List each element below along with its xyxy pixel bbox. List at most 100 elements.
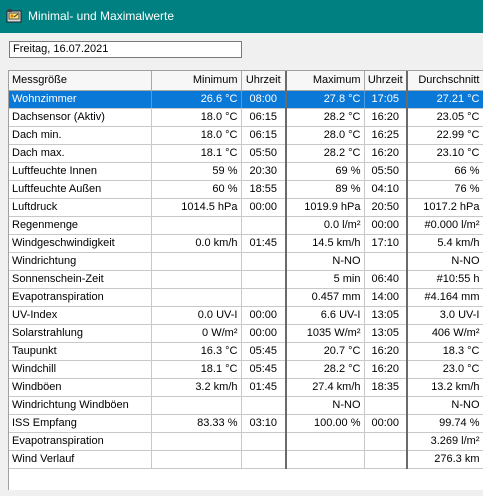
cell-messgroesse: Luftdruck — [9, 198, 152, 217]
cell-minimum: 16.3 °C — [151, 342, 242, 361]
cell-maximum: 0.457 mm — [285, 288, 365, 307]
cell-durchschnitt: 5.4 km/h — [406, 234, 483, 253]
table-row[interactable]: Wohnzimmer 26.6 °C 08:00 27.8 °C 17:05 27.21 … — [9, 90, 483, 109]
column-header-uhrzeit-min[interactable]: Uhrzeit — [241, 71, 287, 91]
cell-durchschnitt: 13.2 km/h — [406, 378, 483, 397]
cell-messgroesse: Evapotranspiration — [9, 432, 152, 451]
cell-durchschnitt: #10:55 h — [406, 270, 483, 289]
cell-messgroesse: Luftfeuchte Innen — [9, 162, 152, 181]
cell-uhrzeit-max — [364, 450, 408, 469]
cell-uhrzeit-max: 13:05 — [364, 306, 408, 325]
cell-uhrzeit-min: 00:00 — [241, 198, 287, 217]
cell-minimum: 18.0 °C — [151, 126, 242, 145]
minmax-data-grid[interactable]: Messgröße Minimum Uhrzeit Maximum Uhrzei… — [8, 70, 483, 490]
column-header-durchschnitt[interactable]: Durchschnitt — [406, 71, 483, 91]
cell-durchschnitt: 22.99 °C — [406, 126, 483, 145]
cell-uhrzeit-max: 16:25 — [364, 126, 408, 145]
table-row[interactable]: Luftfeuchte Innen 59 % 20:30 69 % 05:50 66 % — [9, 162, 483, 181]
cell-durchschnitt: 66 % — [406, 162, 483, 181]
cell-durchschnitt: #4.164 mm — [406, 288, 483, 307]
cell-uhrzeit-min — [241, 450, 287, 469]
cell-uhrzeit-min: 18:55 — [241, 180, 287, 199]
cell-maximum: 5 min — [285, 270, 365, 289]
cell-maximum: 28.0 °C — [285, 126, 365, 145]
cell-messgroesse: Windböen — [9, 378, 152, 397]
table-row[interactable]: Dach max. 18.1 °C 05:50 28.2 °C 16:20 23.10 °… — [9, 144, 483, 163]
cell-maximum: 28.2 °C — [285, 144, 365, 163]
column-header-messgroesse[interactable]: Messgröße — [9, 71, 152, 91]
cell-maximum: 89 % — [285, 180, 365, 199]
cell-minimum — [151, 288, 242, 307]
table-row[interactable]: Dach min. 18.0 °C 06:15 28.0 °C 16:25 22.99 °… — [9, 126, 483, 145]
cell-maximum: 20.7 °C — [285, 342, 365, 361]
table-row[interactable]: Regenmenge 0.0 l/m² 00:00 #0.000 l/m² — [9, 216, 483, 235]
cell-durchschnitt: #0.000 l/m² — [406, 216, 483, 235]
cell-messgroesse: Sonnenschein-Zeit — [9, 270, 152, 289]
column-header-minimum[interactable]: Minimum — [151, 71, 242, 91]
table-row[interactable]: Solarstrahlung 0 W/m² 00:00 1035 W/m² 13:05 4… — [9, 324, 483, 343]
table-row[interactable]: Evapotranspiration 3.269 l/m² — [9, 432, 483, 451]
cell-minimum: 18.1 °C — [151, 360, 242, 379]
cell-maximum — [285, 450, 365, 469]
cell-minimum — [151, 252, 242, 271]
cell-uhrzeit-max: 06:40 — [364, 270, 408, 289]
cell-durchschnitt: 18.3 °C — [406, 342, 483, 361]
cell-minimum — [151, 432, 242, 451]
column-header-uhrzeit-max[interactable]: Uhrzeit — [364, 71, 408, 91]
column-header-maximum[interactable]: Maximum — [285, 71, 365, 91]
table-row[interactable]: Taupunkt 16.3 °C 05:45 20.7 °C 16:20 18.3 °C — [9, 342, 483, 361]
table-row[interactable]: Wind Verlauf 276.3 km — [9, 450, 483, 469]
cell-maximum: 100.00 % — [285, 414, 365, 433]
cell-messgroesse: Dachsensor (Aktiv) — [9, 108, 152, 127]
cell-maximum: 14.5 km/h — [285, 234, 365, 253]
cell-minimum — [151, 396, 242, 415]
table-row[interactable]: UV-Index 0.0 UV-I 00:00 6.6 UV-I 13:05 3.0 UV… — [9, 306, 483, 325]
cell-maximum: 1019.9 hPa — [285, 198, 365, 217]
table-row[interactable]: Windrichtung N-NO N-NO — [9, 252, 483, 271]
cell-messgroesse: Dach min. — [9, 126, 152, 145]
cell-minimum: 26.6 °C — [151, 90, 242, 109]
table-row[interactable]: Evapotranspiration 0.457 mm 14:00 #4.164 mm — [9, 288, 483, 307]
cell-uhrzeit-max: 20:50 — [364, 198, 408, 217]
cell-durchschnitt: 76 % — [406, 180, 483, 199]
cell-durchschnitt: 99.74 % — [406, 414, 483, 433]
table-row[interactable]: Luftfeuchte Außen 60 % 18:55 89 % 04:10 76 % — [9, 180, 483, 199]
table-row[interactable]: Windgeschwindigkeit 0.0 km/h 01:45 14.5 km/… — [9, 234, 483, 253]
date-display-field[interactable]: Freitag, 16.07.2021 — [9, 41, 242, 58]
window-title: Minimal- und Maximalwerte — [28, 9, 175, 23]
cell-durchschnitt: 27.21 °C — [406, 90, 483, 109]
cell-uhrzeit-min: 05:45 — [241, 342, 287, 361]
table-row[interactable]: ISS Empfang 83.33 % 03:10 100.00 % 00:00 99.7… — [9, 414, 483, 433]
table-row[interactable]: Sonnenschein-Zeit 5 min 06:40 #10:55 h — [9, 270, 483, 289]
cell-uhrzeit-min: 05:50 — [241, 144, 287, 163]
cell-messgroesse: Solarstrahlung — [9, 324, 152, 343]
table-row[interactable]: Windböen 3.2 km/h 01:45 27.4 km/h 18:35 13.2 … — [9, 378, 483, 397]
cell-durchschnitt: 3.269 l/m² — [406, 432, 483, 451]
cell-minimum: 59 % — [151, 162, 242, 181]
cell-minimum: 0.0 UV-I — [151, 306, 242, 325]
cell-minimum: 1014.5 hPa — [151, 198, 242, 217]
cell-durchschnitt: 23.10 °C — [406, 144, 483, 163]
cell-minimum: 60 % — [151, 180, 242, 199]
cell-messgroesse: Windgeschwindigkeit — [9, 234, 152, 253]
table-row[interactable]: Windrichtung Windböen N-NO N-NO — [9, 396, 483, 415]
table-row[interactable]: Luftdruck 1014.5 hPa 00:00 1019.9 hPa 20:50 1… — [9, 198, 483, 217]
table-body: Wohnzimmer 26.6 °C 08:00 27.8 °C 17:05 27.21 … — [9, 90, 483, 469]
cell-maximum: 27.8 °C — [285, 90, 365, 109]
cell-maximum: 0.0 l/m² — [285, 216, 365, 235]
cell-uhrzeit-min — [241, 270, 287, 289]
table-row[interactable]: Windchill 18.1 °C 05:45 28.2 °C 16:20 23.0 °C — [9, 360, 483, 379]
cell-uhrzeit-min — [241, 396, 287, 415]
cell-minimum: 18.0 °C — [151, 108, 242, 127]
cell-uhrzeit-min: 05:45 — [241, 360, 287, 379]
cell-maximum: 1035 W/m² — [285, 324, 365, 343]
table-header-row: Messgröße Minimum Uhrzeit Maximum Uhrzei… — [9, 71, 483, 91]
table-row[interactable]: Dachsensor (Aktiv) 18.0 °C 06:15 28.2 °C 16:… — [9, 108, 483, 127]
title-bar[interactable]: Minimal- und Maximalwerte — [0, 0, 483, 33]
cell-messgroesse: UV-Index — [9, 306, 152, 325]
cell-minimum: 83.33 % — [151, 414, 242, 433]
cell-uhrzeit-min: 06:15 — [241, 108, 287, 127]
cell-minimum — [151, 450, 242, 469]
cell-maximum — [285, 432, 365, 451]
cell-uhrzeit-max: 16:20 — [364, 144, 408, 163]
